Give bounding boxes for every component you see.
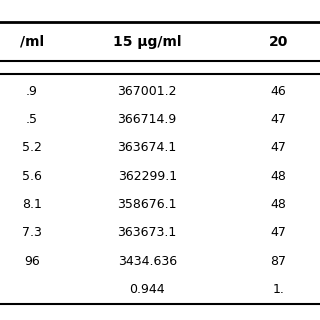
Text: 0.944: 0.944 (129, 283, 165, 296)
Text: 47: 47 (270, 141, 286, 154)
Text: 358676.1: 358676.1 (117, 198, 177, 211)
Text: 5.6: 5.6 (22, 170, 42, 183)
Text: 20: 20 (269, 35, 288, 49)
Text: .9: .9 (26, 84, 38, 98)
Text: 366714.9: 366714.9 (117, 113, 177, 126)
Text: 47: 47 (270, 227, 286, 239)
Text: 3434.636: 3434.636 (118, 255, 177, 268)
Text: 48: 48 (270, 170, 286, 183)
Text: 48: 48 (270, 198, 286, 211)
Text: 46: 46 (270, 84, 286, 98)
Text: 363673.1: 363673.1 (117, 227, 177, 239)
Text: 8.1: 8.1 (22, 198, 42, 211)
Text: 47: 47 (270, 113, 286, 126)
Text: 1.: 1. (272, 283, 284, 296)
Text: /ml: /ml (20, 35, 44, 49)
Text: 362299.1: 362299.1 (118, 170, 177, 183)
Text: 7.3: 7.3 (22, 227, 42, 239)
Text: 96: 96 (24, 255, 40, 268)
Text: 5.2: 5.2 (22, 141, 42, 154)
Text: 87: 87 (270, 255, 286, 268)
Text: .5: .5 (26, 113, 38, 126)
Text: 363674.1: 363674.1 (117, 141, 177, 154)
Text: 15 μg/ml: 15 μg/ml (113, 35, 181, 49)
Text: 367001.2: 367001.2 (117, 84, 177, 98)
